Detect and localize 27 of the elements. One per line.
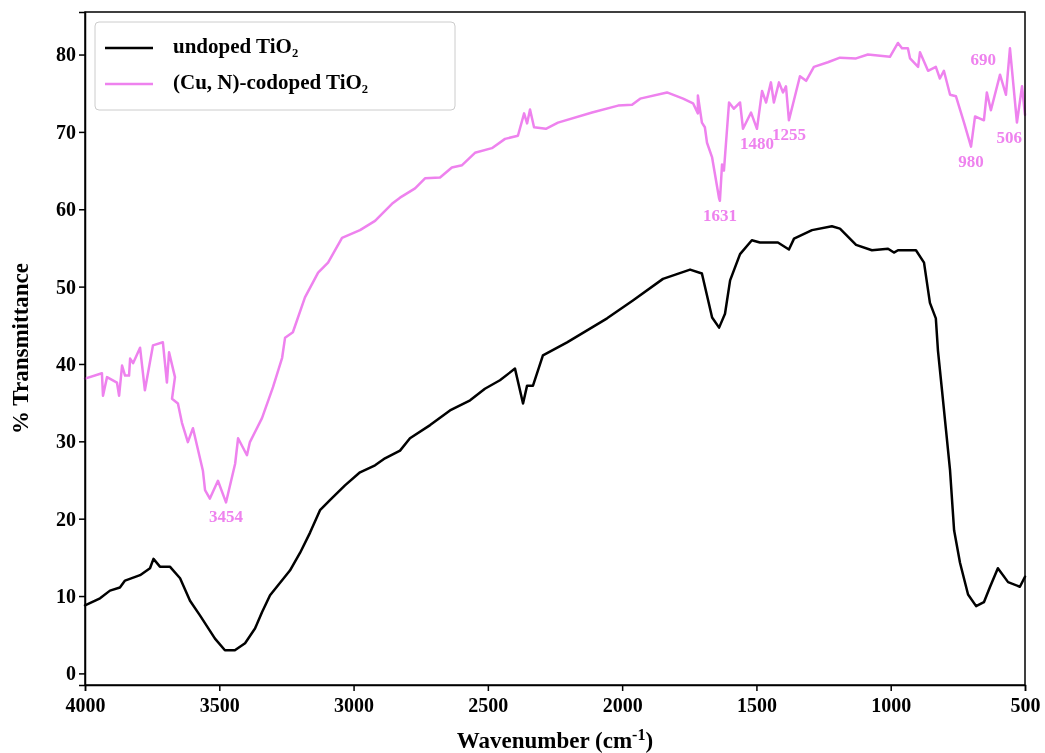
x-tick-label: 1000 [871,694,912,716]
x-tick-label: 3500 [199,694,240,716]
y-tick-label: 10 [56,584,76,607]
y-tick-label: 80 [56,43,76,66]
annotation: 1631 [702,205,737,225]
y-tick-label: 0 [66,662,76,685]
y-tick-label: 70 [56,120,76,143]
annotation: 1480 [739,133,774,153]
y-tick-label: 30 [56,430,76,453]
x-tick-label: 500 [1010,694,1041,716]
y-tick-label: 60 [56,198,76,221]
x-tick-label: 1500 [736,694,777,716]
y-tick-label: 20 [56,507,76,530]
legend-label: undoped TiO₂ [173,33,299,58]
annotation: 506 [996,127,1022,147]
x-tick-label: 2000 [602,694,643,716]
y-tick-label: 40 [56,352,76,375]
annotation: 690 [970,49,997,69]
x-axis-title: Wavenumber (cm$^{-1}$) [456,725,654,753]
annotation: 3454 [209,507,244,527]
x-tick-label: 2500 [468,694,509,716]
annotation: 980 [958,151,984,171]
x-tick-label: 3000 [334,694,375,716]
legend-label: (Cu, N)-codoped TiO₂ [173,69,369,94]
y-tick-label: 50 [56,275,76,298]
x-tick-label: 4000 [65,694,106,716]
y-axis-title: % Transmittance [8,263,33,434]
